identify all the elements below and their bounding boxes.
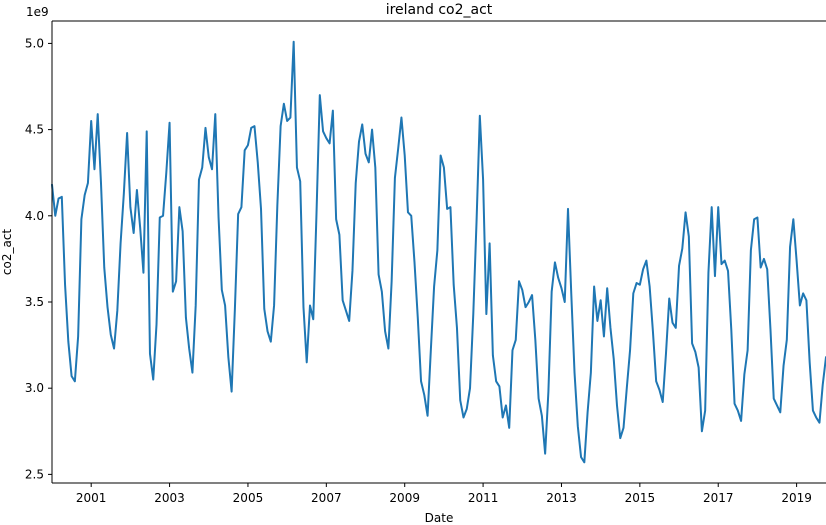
plot-background [52, 21, 826, 483]
x-tick-label: 2009 [389, 491, 420, 505]
y-tick-label: 5.0 [25, 36, 44, 50]
x-tick-label: 2013 [546, 491, 577, 505]
y-tick-label: 3.5 [25, 295, 44, 309]
y-tick-label: 3.0 [25, 381, 44, 395]
series-group [51, 40, 826, 464]
x-tick-label: 2005 [233, 491, 264, 505]
y-tick-label: 4.0 [25, 209, 44, 223]
y-axis-label: co2_act [0, 229, 14, 276]
y-axis-offset-label: 1e9 [26, 5, 49, 19]
y-tick-label: 4.5 [25, 123, 44, 137]
series-line-0 [51, 40, 826, 464]
y-tick-label: 2.5 [25, 467, 44, 481]
x-tick-label: 2007 [311, 491, 342, 505]
x-tick-label: 2001 [76, 491, 107, 505]
y-axis-ticks: 2.5 3.0 3.5 4.0 4.5 5.0 [25, 36, 52, 481]
x-axis-ticks: 2001 2003 2005 2007 2009 2011 2013 2015 2017 2019 [76, 483, 812, 505]
x-tick-label: 2003 [154, 491, 185, 505]
plot-area [51, 20, 826, 484]
x-tick-label: 2015 [625, 491, 656, 505]
x-tick-label: 2011 [468, 491, 499, 505]
x-tick-label: 2017 [703, 491, 734, 505]
chart-title: ireland co2_act [386, 2, 493, 18]
x-tick-label: 2019 [781, 491, 812, 505]
x-axis-label: Date [425, 511, 454, 525]
